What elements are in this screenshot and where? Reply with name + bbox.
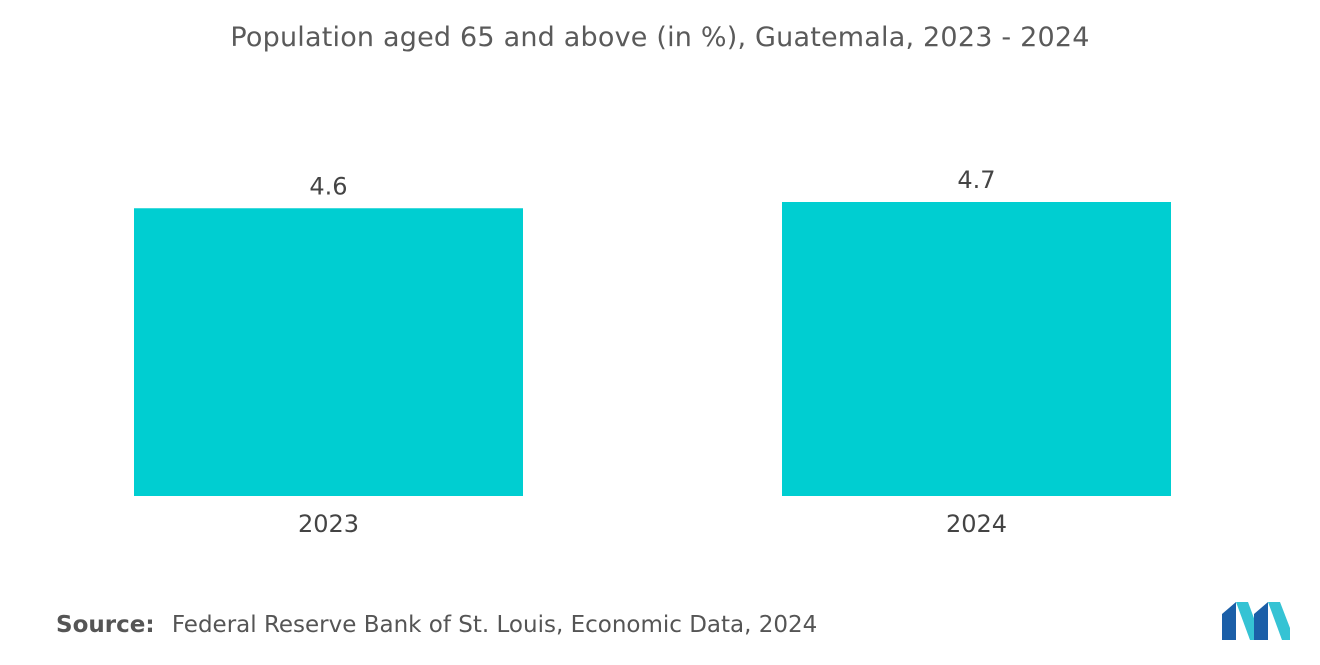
x-tick-label-2024: 2024 <box>946 510 1007 538</box>
bars-group <box>134 202 1171 497</box>
value-label-2023: 4.6 <box>309 172 347 200</box>
value-label-2024: 4.7 <box>957 166 995 194</box>
value-labels-group: 4.6 4.7 <box>309 166 995 200</box>
source-note: Source: Federal Reserve Bank of St. Loui… <box>56 612 817 638</box>
x-tick-label-2023: 2023 <box>298 510 359 538</box>
chart-title: Population aged 65 and above (in %), Gua… <box>230 22 1090 53</box>
source-label: Source: <box>56 612 155 638</box>
bar-chart: 4.6 4.7 2023 2024 <box>134 166 1171 538</box>
bar-2023 <box>134 208 523 497</box>
mordor-intelligence-logo-icon <box>1222 602 1290 640</box>
x-tick-labels-group: 2023 2024 <box>298 510 1007 538</box>
source-text: Federal Reserve Bank of St. Louis, Econo… <box>171 612 818 638</box>
bar-2024 <box>782 202 1171 496</box>
